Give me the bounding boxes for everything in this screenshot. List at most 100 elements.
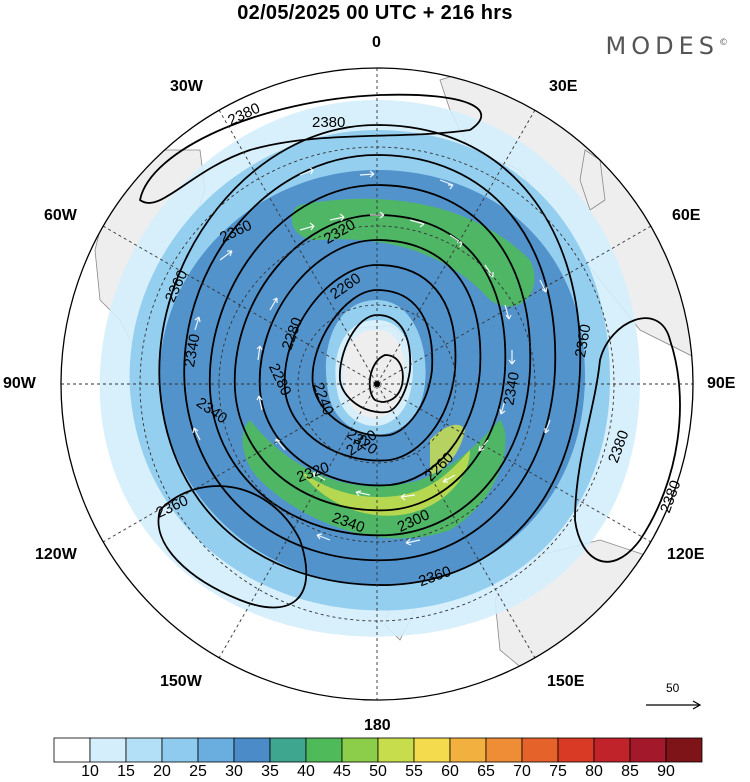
wind-arrow [499,399,506,415]
colorbar-tick-label: 20 [153,763,171,780]
colorbar-swatch [413,737,451,763]
lon-label-120w: 120W [35,546,77,563]
colorbar-tick-label: 85 [621,763,639,780]
contour-2340 [183,154,557,562]
contour-2360 [158,124,582,586]
colorbar-tick-label: 65 [477,763,495,780]
wind-arrow [439,179,454,190]
lon-label-90w: 90W [3,375,36,392]
colorbar-tick-label: 30 [225,763,243,780]
colorbar-tick-label: 10 [81,763,99,780]
wind-arrow [329,213,345,222]
lon-label-60w: 60W [44,207,77,224]
contour-2220 [339,314,412,414]
brand-name: MODES [605,32,719,60]
colorbar-swatch [269,737,307,763]
wind-arrow [299,167,314,176]
colorbar-tick-label: 60 [441,763,459,780]
colorbar-tick-label: 15 [117,763,135,780]
colorbar-swatch [449,737,487,763]
lon-label-30w: 30W [170,78,203,95]
wind-arrow [539,279,548,293]
contour-2280 [258,239,482,487]
lon-label-150e: 150E [547,673,585,690]
colorbar-swatch [557,737,595,763]
wind-arrow [359,170,375,178]
wind-arrow [256,395,263,411]
map-boundary [60,67,694,701]
contour-2200 [368,354,404,403]
wind-arrow [316,533,331,541]
wind-arrow [275,438,286,451]
colorbar-swatch [629,737,667,763]
wind-arrow [269,297,278,311]
wind-arrow [405,538,421,546]
wind-arrow [544,419,551,434]
wind-arrow [508,350,516,365]
wind-arrow [312,472,326,481]
colorbar [53,737,703,763]
colorbar-tick-label: 70 [513,763,531,780]
reference-vector-head [692,700,702,710]
contour-2300 [233,214,507,512]
contour-2380-sw [139,93,483,204]
colorbar-swatch [125,737,163,763]
colorbar-swatch [89,737,127,763]
colorbar-tick-label: 40 [297,763,315,780]
reference-vector-label: 50 [666,681,680,695]
contour-label: 2360 [572,323,595,359]
contour-2260 [283,264,457,462]
colorbar-tick-label: 55 [405,763,423,780]
contour-label: 2380 [657,478,684,515]
brand-logo: MODES© [606,32,728,60]
colorbar-swatch [161,737,199,763]
reference-vector [646,700,702,710]
contour-2380-east [574,317,681,563]
colorbar-tick-label: 50 [369,763,387,780]
colorbar-tick-label: 25 [189,763,207,780]
colorbar-tick-label: 45 [333,763,351,780]
graticule [61,68,693,700]
wind-arrow [355,490,371,497]
contour-label: 2340 [181,333,204,369]
lon-label-90e: 90E [707,375,736,392]
wind-arrow [192,427,201,441]
lon-label-60e: 60E [672,207,701,224]
colorbar-swatch [593,737,631,763]
wind-arrow [219,250,233,261]
colorbar-swatch [341,737,379,763]
lon-label-0: 0 [372,34,381,51]
wind-arrow [504,304,512,320]
colorbar-tick-label: 35 [261,763,279,780]
wind-band-45-north [291,198,535,307]
wind-vectors [192,167,551,546]
colorbar-swatch [197,737,235,763]
colorbar-swatch [233,737,271,763]
map-title: 02/05/2025 00 UTC + 216 hrs [237,2,513,24]
contour-2240 [311,289,434,437]
wind-arrow [256,345,263,361]
pole-marker [374,381,380,387]
height-contours [139,93,681,609]
lon-label-120e: 120E [667,546,705,563]
map-disk [61,68,693,700]
colorbar-swatch [53,737,91,763]
colorbar-swatch [305,737,343,763]
contour-label: 2380 [312,114,345,131]
wind-arrow [442,474,456,483]
colorbar-tick-label: 90 [657,763,675,780]
wind-arrow [409,219,425,228]
colorbar-swatch [521,737,559,763]
lon-label-180: 180 [364,717,391,734]
colorbar-tick-label: 75 [549,763,567,780]
contour-2380-west [157,485,308,609]
wind-arrow [449,234,463,248]
wind-arrow [400,493,416,501]
lon-label-150w: 150W [160,673,202,690]
contour-label: 2340 [501,371,524,407]
colorbar-swatch [665,737,703,763]
colorbar-swatch [485,737,523,763]
lon-label-30e: 30E [549,78,578,95]
wind-arrow [194,316,201,331]
